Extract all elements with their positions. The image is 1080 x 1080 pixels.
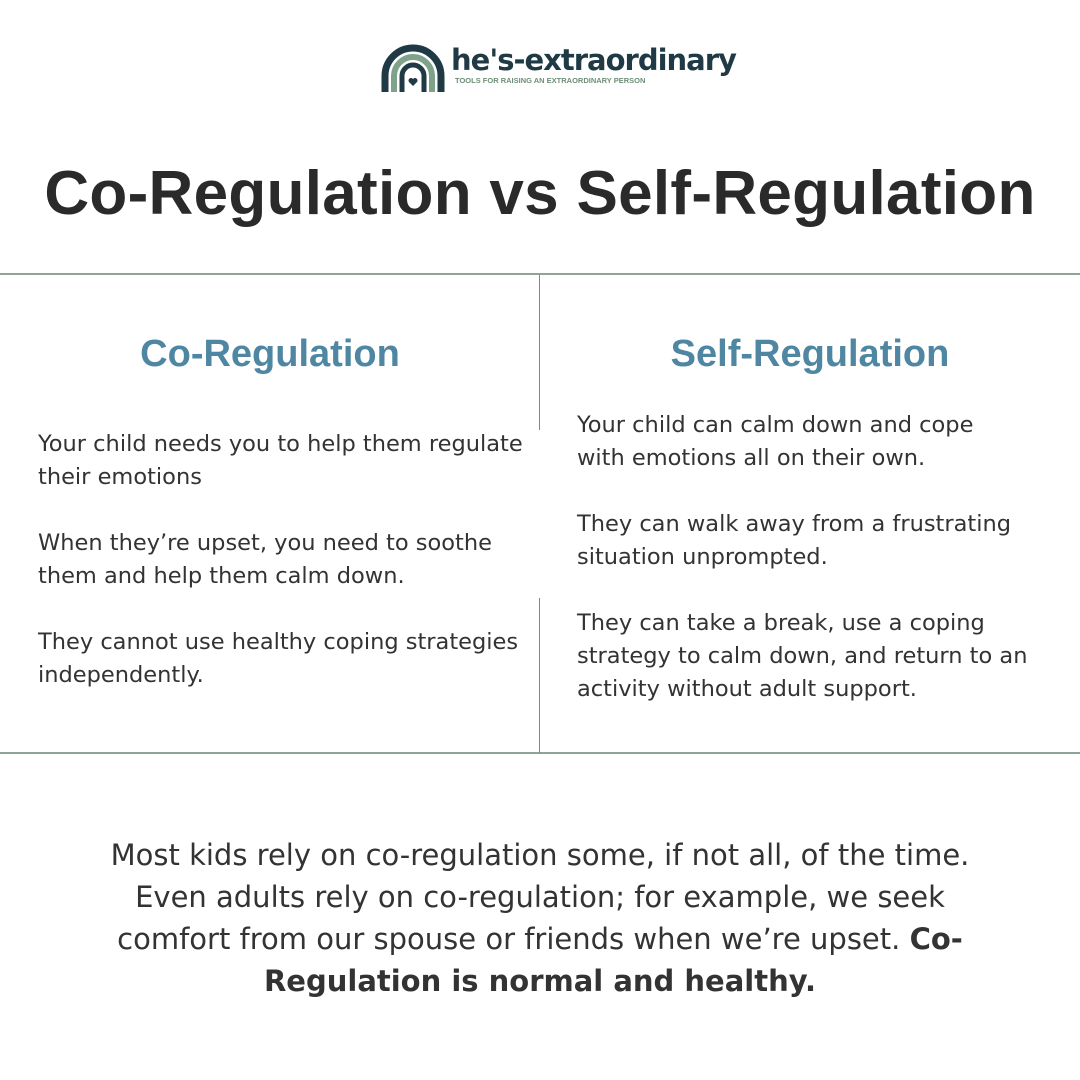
column-divider-upper [539,275,540,430]
co-regulation-column: Co-Regulation Your child needs you to he… [38,333,528,692]
logo: he's-extraordinary TOOLS FOR RAISING AN … [381,43,737,92]
footer-text: Most kids rely on co-regulation some, if… [110,838,970,956]
top-divider [0,273,1080,275]
co-regulation-heading: Co-Regulation [140,333,400,375]
list-item: When they’re upset, you need to soothe t… [38,530,492,589]
footer-bold: Co-Regulation is normal and healthy. [263,922,963,998]
self-regulation-column: Self-Regulation Your child can calm down… [577,333,1067,706]
list-item: Your child can calm down and cope with e… [577,412,974,471]
list-item: They can take a break, use a coping stra… [577,610,1028,702]
list-item: Your child needs you to help them regula… [38,431,523,490]
column-divider-lower [539,598,540,753]
page-title: Co-Regulation vs Self-Regulation [44,159,1036,228]
self-regulation-heading: Self-Regulation [670,333,950,375]
bottom-divider [0,752,1080,754]
list-item: They cannot use healthy coping strategie… [38,629,519,688]
list-item: They can walk away from a frustrating si… [577,511,1012,570]
footer-note: Most kids rely on co-regulation some, if… [90,834,990,1002]
logo-tagline: TOOLS FOR RAISING AN EXTRAORDINARY PERSO… [455,76,646,85]
rainbow-heart-icon [381,44,445,92]
logo-name: he's-extraordinary [451,43,737,77]
